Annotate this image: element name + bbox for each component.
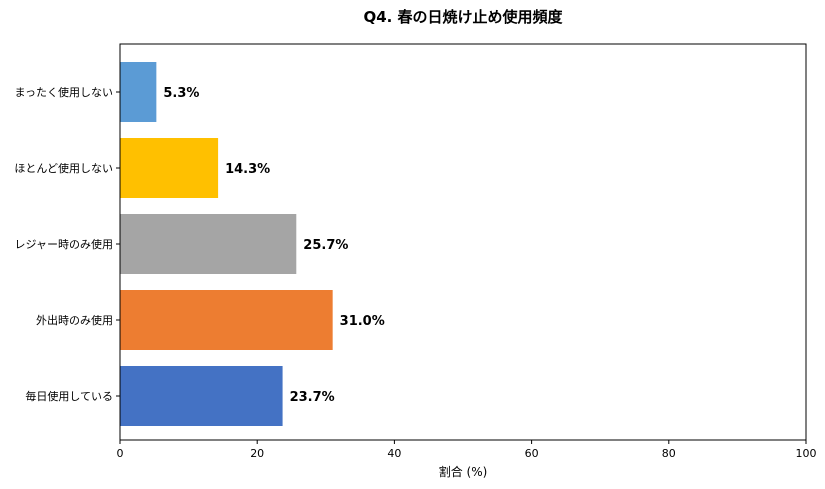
value-label-3: 25.7% [303,238,348,253]
bars-layer: 5.3% まったく使用しない 14.3% ほとんど使用しない 25.7% レジャー時のみ使… [14,62,385,426]
value-label-5: 23.7% [290,390,335,405]
category-label-3: レジャー時のみ使用 [15,238,113,251]
x-axis: 0 20 40 60 80 100 [117,440,817,460]
bar-1 [120,62,157,122]
x-axis-label: 割合 (%) [439,464,488,479]
value-label-2: 14.3% [225,162,270,177]
x-tick-label-4: 60 [525,447,539,460]
category-label-4: 外出時のみ使用 [36,313,113,327]
bar-5 [120,366,283,426]
plot-frame [119,43,807,441]
category-label-1: まったく使用しない [14,86,113,99]
bar-3 [120,214,297,274]
bar-2 [120,138,219,198]
x-tick-label-2: 20 [250,447,264,460]
category-label-2: ほとんど使用しない [14,162,113,175]
x-tick-label-1: 0 [117,447,124,460]
chart-title: Q4. 春の日焼け止め使用頻度 [363,8,563,26]
x-tick-label-5: 80 [662,447,676,460]
category-label-5: 毎日使用している [25,390,113,403]
value-label-1: 5.3% [163,86,199,101]
value-label-4: 31.0% [340,314,385,329]
bar-4 [120,290,333,350]
x-tick-label-6: 100 [796,447,817,460]
x-tick-label-3: 40 [387,447,401,460]
